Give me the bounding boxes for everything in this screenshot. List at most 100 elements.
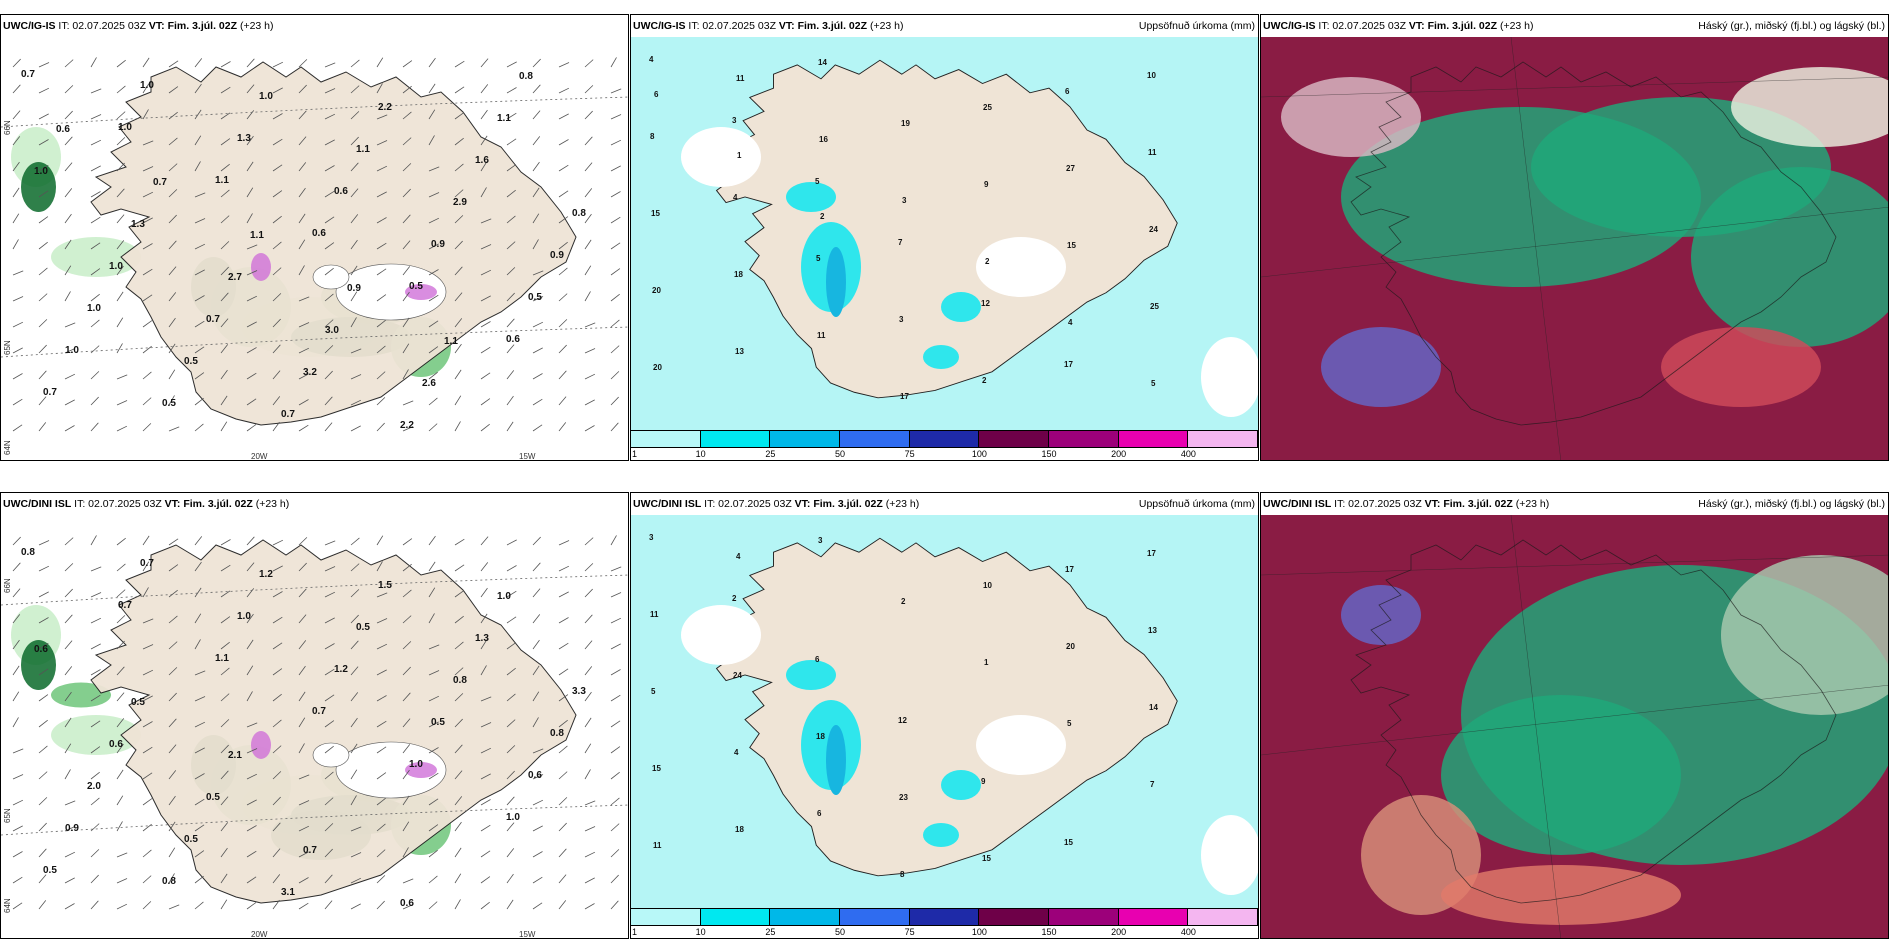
panel-dini-precip: UWC/DINI ISL IT: 02.07.2025 03Z VT: Fim.… (630, 492, 1259, 939)
wind-barb (298, 296, 310, 302)
wind-barb (532, 321, 544, 328)
wind-speed-area (51, 682, 111, 708)
wind-barb (12, 825, 23, 832)
wind-barb (194, 613, 202, 624)
precip-value: 17 (1065, 565, 1074, 574)
wind-barb (584, 373, 596, 380)
precip-value: 2 (901, 597, 906, 606)
wind-barb (610, 823, 620, 832)
wind-barb (350, 374, 362, 380)
wind-speed-value: 0.7 (43, 387, 57, 398)
wind-barb (480, 187, 487, 198)
colorbar-cell (1049, 909, 1119, 925)
graticule (1, 96, 628, 358)
wind-barb (298, 665, 306, 676)
wind-barb (220, 369, 228, 380)
wind-barb (506, 873, 514, 884)
wind-barb (584, 59, 594, 68)
wind-speed-value: 0.6 (528, 770, 542, 781)
wind-barb (558, 87, 570, 94)
precip-map: 4 3 5 7 12 17 10 8 4 5 3 2 6 11 15 18 11 17 25 27 24 20 13 14 19… (631, 37, 1258, 432)
colorbar-tick-label: 200 (1111, 449, 1127, 459)
wind-barb (506, 344, 515, 354)
lat-label: 64N (3, 898, 12, 913)
wind-barb (272, 745, 282, 754)
wind-barb (558, 797, 568, 806)
wind-barb (324, 797, 334, 806)
wind-barb (350, 692, 359, 702)
colorbar-cell (979, 909, 1050, 925)
cloud-map-svg (1261, 515, 1888, 938)
wind-barb (428, 57, 436, 68)
wind-barb (376, 797, 386, 806)
wind-barb (324, 370, 333, 380)
wind-speed-value: 0.7 (206, 314, 220, 325)
wind-barb (142, 57, 150, 68)
wind-barb (246, 876, 257, 884)
wind-barb (38, 591, 49, 598)
precip-value: 14 (818, 58, 827, 67)
precip-value: 20 (652, 286, 661, 295)
colorbar-ticks: 1 10 25 50 75 100 150 200 400 (631, 926, 1258, 938)
wind-barb (532, 639, 540, 650)
wind-barb (64, 851, 76, 858)
wind-barb (402, 214, 411, 224)
wind-barb (116, 615, 126, 624)
wind-barb (38, 565, 50, 572)
precip-value: 17 (900, 392, 909, 401)
wind-barb (428, 320, 439, 328)
wind-barb (246, 536, 255, 546)
wind-barb (12, 373, 23, 380)
wind-barb (272, 616, 283, 624)
wind-barb (324, 540, 336, 546)
wind-barb (12, 748, 24, 754)
wind-barb (90, 57, 97, 68)
wind-barb (12, 110, 21, 120)
wind-barb (532, 58, 541, 68)
wind-barb (610, 592, 622, 598)
wind-barb (402, 400, 414, 406)
wind-barb (584, 425, 595, 432)
wind-barb (610, 669, 621, 676)
wind-barb (584, 265, 592, 276)
colorbar-tick-label: 100 (971, 449, 987, 459)
wind-speed-value: 0.5 (43, 865, 57, 876)
wind-barb (220, 847, 228, 858)
wind-barb (142, 217, 153, 224)
wind-barb (506, 61, 517, 68)
panel-header: UWC/IG-IS IT: 02.07.2025 03Z VT: Fim. 3.… (631, 15, 1258, 37)
colorbar-tick-label: 150 (1041, 449, 1057, 459)
wind-barb (194, 83, 202, 94)
wind-barb (64, 322, 76, 328)
wind-speed-value: 3.0 (325, 325, 339, 336)
wind-barb (246, 639, 254, 650)
wind-barb (298, 851, 309, 858)
cloud-layer-area (1721, 555, 1888, 715)
wind-barb (220, 616, 231, 624)
colorbar-tick-label: 75 (904, 449, 915, 459)
wind-barb (168, 60, 179, 68)
wind-barb (194, 798, 205, 806)
wind-barb (532, 296, 544, 302)
model-name: UWC/DINI ISL (1263, 498, 1332, 510)
wind-barb (350, 399, 362, 406)
wind-barb (142, 798, 153, 806)
precip-area (826, 725, 846, 795)
wind-barb (194, 536, 203, 546)
wind-speed-value: 0.8 (550, 728, 564, 739)
wind-barb (298, 162, 307, 172)
wind-barb (532, 588, 541, 598)
wind-barb (194, 696, 206, 702)
wind-barb (532, 851, 543, 858)
wind-barb (532, 876, 543, 884)
wind-speed-value: 1.6 (475, 155, 489, 166)
wind-barb (142, 140, 154, 146)
wind-barb (376, 875, 386, 884)
colorbar-tick-label: 100 (971, 927, 987, 937)
wind-barb (246, 691, 253, 702)
wind-map: 0.8 0.7 1.1 0.7 1.0 1.0 0.5 0.7 1.0 1.2 0.5 0.6 0.9 0… (1, 515, 628, 938)
wind-barb (558, 344, 567, 354)
wind-barb (116, 903, 128, 910)
wind-speed-value: 1.1 (356, 144, 370, 155)
panel-ig-cloud: UWC/IG-IS IT: 02.07.2025 03Z VT: Fim. 3.… (1260, 14, 1889, 461)
